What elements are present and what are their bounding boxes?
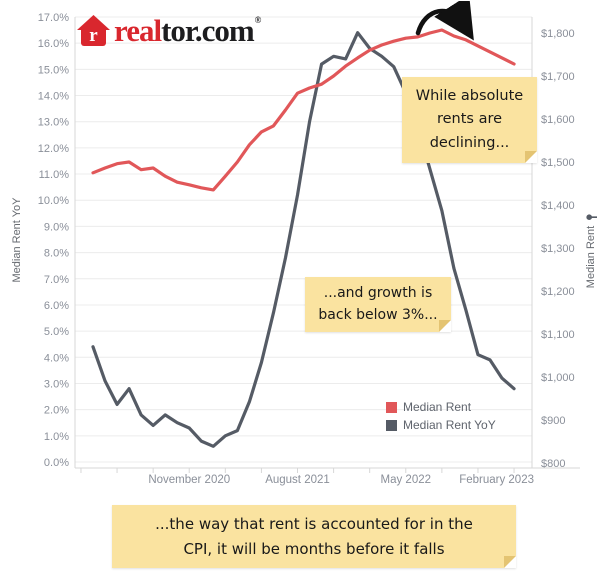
annotation-growth-below-3pct: ...and growth is back below 3%...	[305, 277, 451, 332]
left-axis-tick-label: 16.0%	[38, 38, 69, 50]
left-axis-tick-label: 6.0%	[44, 300, 69, 312]
chart-legend: Median Rent Median Rent YoY	[386, 398, 496, 434]
left-axis-tick-label: 5.0%	[44, 326, 69, 338]
annotation-line: back below 3%...	[318, 306, 438, 323]
x-axis-tick-label: August 2021	[265, 474, 330, 486]
right-axis-tick-label: $1,100	[541, 329, 575, 341]
registered-mark: ®	[254, 15, 262, 25]
right-axis-tick-label: $1,700	[541, 71, 575, 83]
annotation-line: CPI, it will be months before it falls	[183, 539, 445, 558]
annotation-line: declining...	[429, 134, 510, 151]
annotation-line: ...and growth is	[323, 284, 433, 301]
x-axis-tick-label: May 2022	[381, 474, 432, 486]
right-axis-tick-label: $1,300	[541, 243, 575, 255]
right-axis-tick-label: $900	[541, 415, 565, 427]
annotation-line: While absolute	[415, 88, 524, 105]
x-axis-tick-label: November 2020	[148, 474, 230, 486]
legend-swatch	[386, 401, 397, 413]
curved-arrow-annotation	[415, 1, 474, 41]
left-axis-tick-label: 1.0%	[44, 431, 69, 443]
legend-item-median-rent-yoy[interactable]: Median Rent YoY	[386, 416, 496, 434]
logo-real-text: real	[114, 13, 162, 48]
left-axis-tick-label: 7.0%	[44, 274, 69, 286]
left-axis-tick-label: 11.0%	[39, 169, 70, 181]
left-axis-tick-label: 8.0%	[44, 248, 69, 260]
left-axis-title: Median Rent YoY	[11, 197, 23, 283]
rent-chart: 0.0% 1.0% 2.0% 3.0% 4.0% 5.0% 6.0% 7.0% 8.0% 9.0%…	[38, 12, 580, 486]
legend-swatch	[386, 419, 397, 431]
right-axis-title: Median Rent	[585, 212, 597, 288]
left-axis-tick-label: 2.0%	[44, 405, 69, 417]
right-axis-tick-label: $1,200	[541, 286, 575, 298]
right-axis-tick-label: $1,000	[541, 372, 575, 384]
logo-tor-com-text: tor.com	[161, 13, 255, 48]
right-axis-title-text: Median Rent	[585, 225, 597, 289]
left-axis-tick-label: 12.0%	[38, 143, 69, 155]
right-axis-tick-label: $1,500	[541, 157, 575, 169]
right-axis-tick-label: $1,800	[541, 28, 575, 40]
right-axis-tick-label: $800	[541, 458, 565, 470]
left-axis-tick-label: 13.0%	[38, 117, 69, 129]
realtor-logo: r realtor.com®	[76, 13, 262, 48]
annotation-line: rents are	[436, 111, 503, 128]
right-axis-tick-label: $1,600	[541, 114, 575, 126]
logo-wordmark: realtor.com®	[114, 13, 262, 48]
left-axis-tick-label: 14.0%	[38, 91, 69, 103]
x-axis-tick-label: February 2023	[459, 474, 534, 486]
pinned-axis-icon	[585, 214, 597, 220]
left-axis-tick-label: 0.0%	[44, 457, 69, 469]
legend-item-median-rent[interactable]: Median Rent	[386, 398, 496, 416]
left-axis-tick-label: 9.0%	[44, 221, 69, 233]
left-axis-tick-label: 3.0%	[44, 378, 69, 390]
realtor-house-icon: r	[77, 15, 110, 46]
annotation-line: ...the way that rent is accounted for in…	[155, 514, 473, 533]
svg-text:r: r	[89, 25, 98, 46]
legend-label: Median Rent	[403, 400, 472, 414]
annotation-cpi-lag: ...the way that rent is accounted for in…	[112, 505, 516, 568]
series-line-median-rent-yoy[interactable]	[91, 31, 516, 448]
annotation-absolute-rents-declining: While absolute rents are declining...	[402, 77, 537, 163]
right-axis-tick-label: $1,400	[541, 200, 575, 212]
left-axis-tick-label: 4.0%	[44, 352, 69, 364]
left-axis-tick-label: 17.0%	[38, 12, 69, 24]
left-axis-tick-label: 10.0%	[38, 195, 69, 207]
legend-label: Median Rent YoY	[403, 418, 496, 432]
left-axis-tick-label: 15.0%	[38, 64, 69, 76]
